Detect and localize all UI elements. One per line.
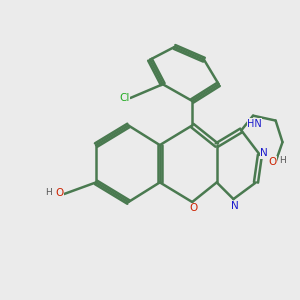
Text: O: O <box>190 203 198 214</box>
Text: Cl: Cl <box>119 93 130 103</box>
Text: O: O <box>55 188 63 198</box>
Text: O: O <box>268 157 277 167</box>
Text: H: H <box>280 156 286 165</box>
Text: N: N <box>231 201 239 212</box>
Text: HN: HN <box>247 119 262 129</box>
Text: H: H <box>45 188 52 197</box>
Text: N: N <box>260 148 268 158</box>
